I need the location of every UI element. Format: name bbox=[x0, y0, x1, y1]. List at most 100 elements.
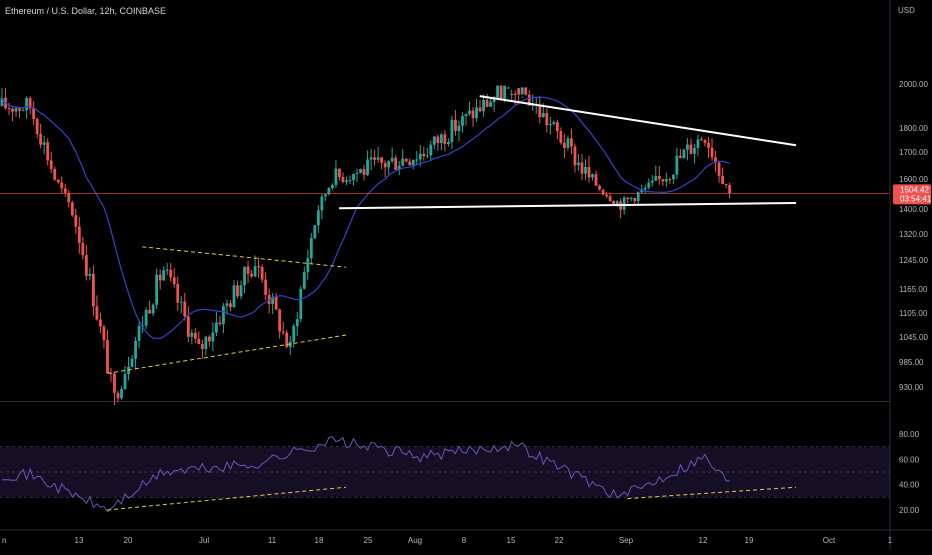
candle-body bbox=[724, 183, 728, 186]
candle bbox=[186, 306, 190, 343]
candle bbox=[183, 292, 187, 321]
candle-body bbox=[84, 255, 88, 276]
candle-body bbox=[503, 85, 507, 99]
candle-body bbox=[222, 305, 225, 324]
candle bbox=[657, 165, 661, 185]
channel-line[interactable] bbox=[107, 334, 347, 374]
time-tick-label: Aug bbox=[408, 536, 422, 545]
candle bbox=[99, 312, 102, 334]
candle-body bbox=[323, 194, 327, 197]
candle-body bbox=[352, 173, 355, 181]
time-tick-label: 13 bbox=[75, 536, 84, 545]
candle bbox=[664, 172, 668, 187]
candle bbox=[4, 88, 7, 110]
candle-body bbox=[559, 131, 563, 143]
candle bbox=[323, 194, 327, 202]
candle bbox=[594, 170, 598, 187]
candle-body bbox=[721, 175, 724, 184]
candle-body bbox=[513, 93, 517, 95]
candle bbox=[190, 329, 194, 345]
candle-body bbox=[18, 108, 21, 111]
candle-body bbox=[267, 294, 271, 304]
candle bbox=[555, 119, 559, 140]
candle-body bbox=[408, 161, 412, 166]
candle bbox=[394, 154, 398, 170]
candle bbox=[197, 331, 201, 345]
candle-body bbox=[215, 322, 218, 333]
candle bbox=[348, 175, 352, 185]
candle-body bbox=[506, 87, 510, 89]
candle bbox=[461, 112, 464, 133]
candle-body bbox=[148, 309, 152, 314]
channel-line[interactable] bbox=[142, 246, 347, 268]
candle-body bbox=[127, 366, 130, 375]
candle-body bbox=[11, 108, 14, 112]
candle bbox=[693, 144, 696, 164]
price-tick-label: 1245.00 bbox=[899, 256, 928, 265]
candle bbox=[668, 177, 672, 184]
trendline[interactable] bbox=[479, 95, 797, 147]
candle bbox=[127, 356, 130, 381]
candle bbox=[109, 367, 113, 382]
candle bbox=[257, 257, 260, 278]
candle-body bbox=[81, 242, 85, 256]
candle bbox=[155, 268, 159, 310]
candle bbox=[162, 266, 166, 282]
candle bbox=[77, 217, 81, 254]
candle bbox=[28, 96, 32, 115]
candle bbox=[222, 303, 225, 334]
candle-body bbox=[295, 319, 299, 327]
candle bbox=[390, 147, 394, 164]
candle-body bbox=[7, 108, 11, 110]
candle-body bbox=[461, 116, 464, 126]
candle bbox=[531, 94, 535, 111]
candle-body bbox=[573, 146, 577, 166]
candle bbox=[144, 307, 148, 329]
candle-body bbox=[682, 149, 686, 158]
candle-body bbox=[373, 157, 376, 160]
candle bbox=[626, 197, 630, 204]
candle bbox=[682, 148, 686, 159]
candle-body bbox=[88, 273, 92, 276]
time-tick-label: Sep bbox=[619, 536, 634, 545]
candle bbox=[584, 159, 587, 180]
candle bbox=[88, 267, 92, 281]
candle-body bbox=[355, 173, 359, 175]
candle bbox=[253, 255, 257, 278]
candle-body bbox=[643, 187, 647, 190]
time-tick-label: Jul bbox=[199, 536, 209, 545]
candle bbox=[60, 176, 64, 194]
candle-body bbox=[292, 326, 296, 342]
candle bbox=[524, 87, 528, 96]
candle-body bbox=[25, 98, 29, 111]
candle bbox=[468, 101, 471, 116]
candle-body bbox=[538, 104, 542, 118]
candle-body bbox=[580, 162, 584, 174]
candle bbox=[450, 115, 454, 150]
candle-body bbox=[225, 303, 229, 306]
candle bbox=[647, 178, 651, 190]
candle bbox=[408, 158, 412, 166]
candle bbox=[250, 269, 253, 279]
price-tick-label: 1400.00 bbox=[899, 205, 928, 214]
rsi-trendline[interactable] bbox=[107, 486, 347, 511]
candle bbox=[587, 155, 591, 183]
candle bbox=[225, 299, 229, 315]
candle-body bbox=[169, 269, 173, 278]
candle-body bbox=[179, 301, 183, 303]
candle bbox=[81, 236, 85, 260]
candle-body bbox=[278, 309, 282, 332]
price-tick-label: 985.00 bbox=[899, 358, 924, 367]
rsi-trendline[interactable] bbox=[627, 486, 797, 500]
candle bbox=[288, 335, 292, 356]
candle-body bbox=[331, 184, 334, 189]
candle bbox=[591, 173, 594, 181]
candle bbox=[316, 205, 320, 233]
candle bbox=[46, 138, 50, 166]
trendline[interactable] bbox=[339, 202, 797, 210]
candle-body bbox=[70, 202, 74, 216]
candle-body bbox=[95, 306, 99, 320]
